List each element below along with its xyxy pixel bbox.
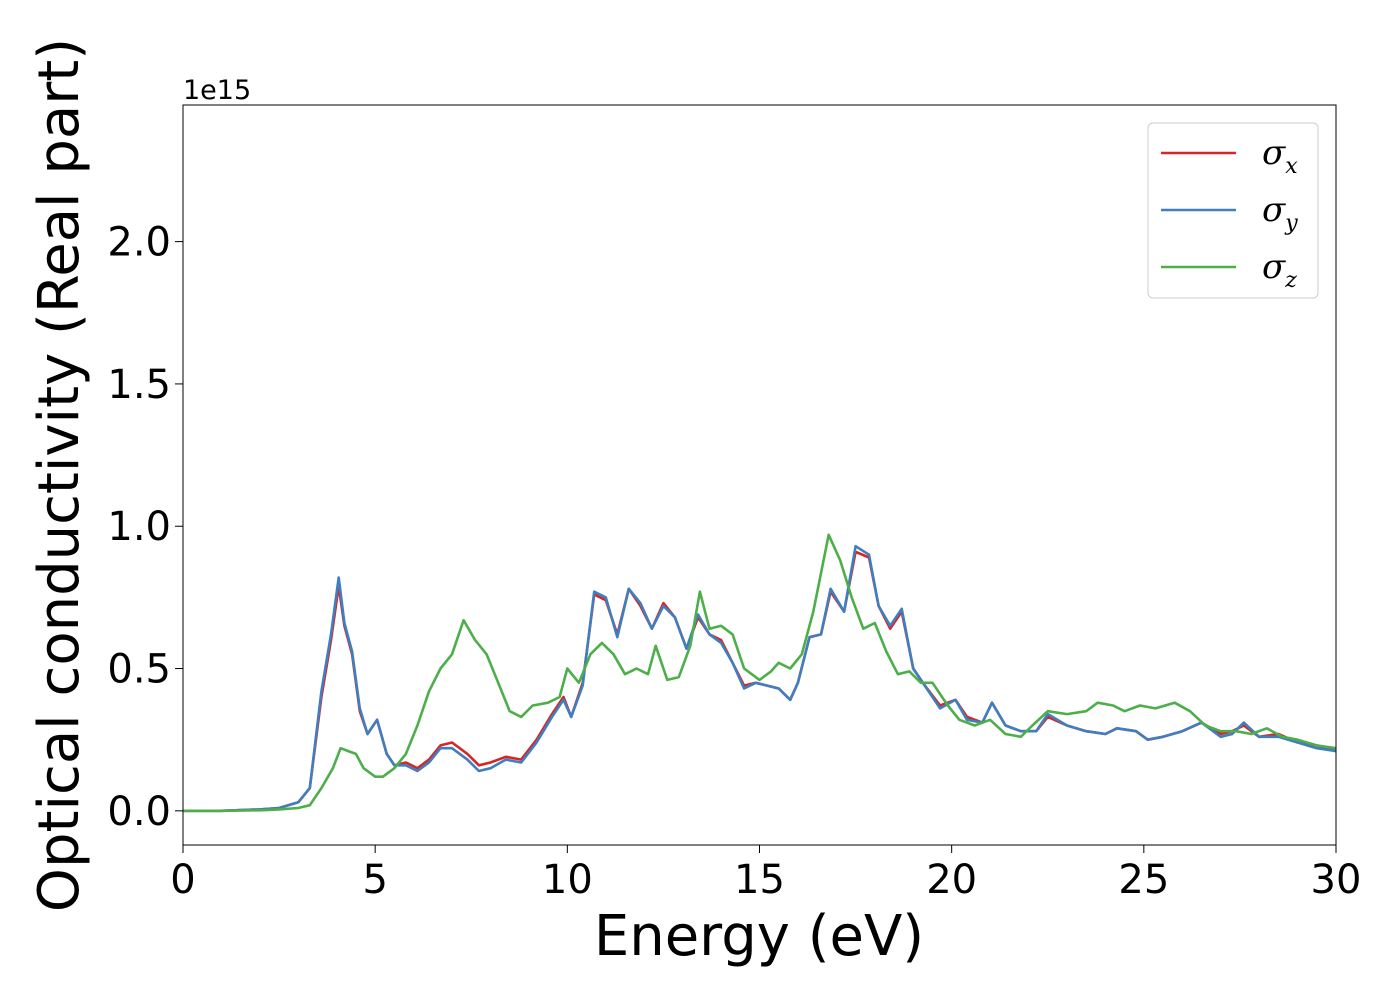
x-tick-label: 15 xyxy=(734,857,785,903)
y-axis-ticks: 0.0 0.5 1.0 1.5 2.0 xyxy=(107,220,183,835)
y-offset-label: 1e15 xyxy=(183,75,251,106)
series-line-y xyxy=(183,544,1336,813)
x-axis-label: Energy (eV) xyxy=(594,904,924,969)
y-tick-label: 1.5 xyxy=(107,362,171,408)
legend: σx σy σz xyxy=(1147,122,1319,299)
x-tick-label: 25 xyxy=(1118,857,1169,903)
x-tick-label: 5 xyxy=(362,857,387,903)
legend-label-y: σy xyxy=(1262,190,1298,236)
x-tick-label: 20 xyxy=(926,857,977,903)
y-tick-label: 0.0 xyxy=(107,789,171,835)
series-line-z xyxy=(183,533,1336,813)
x-tick-label: 10 xyxy=(542,857,593,903)
legend-label-z: σz xyxy=(1262,247,1297,293)
x-tick-label: 0 xyxy=(170,857,195,903)
x-axis-ticks: 0 5 10 15 20 25 30 xyxy=(170,845,1361,903)
y-tick-label: 1.0 xyxy=(107,504,171,550)
legend-label-x: σx xyxy=(1262,133,1298,179)
plot-area xyxy=(183,533,1336,813)
y-tick-label: 0.5 xyxy=(107,647,171,693)
y-axis-label: Optical conductivity (Real part) xyxy=(27,38,92,912)
y-tick-label: 2.0 xyxy=(107,220,171,266)
x-tick-label: 30 xyxy=(1311,857,1362,903)
